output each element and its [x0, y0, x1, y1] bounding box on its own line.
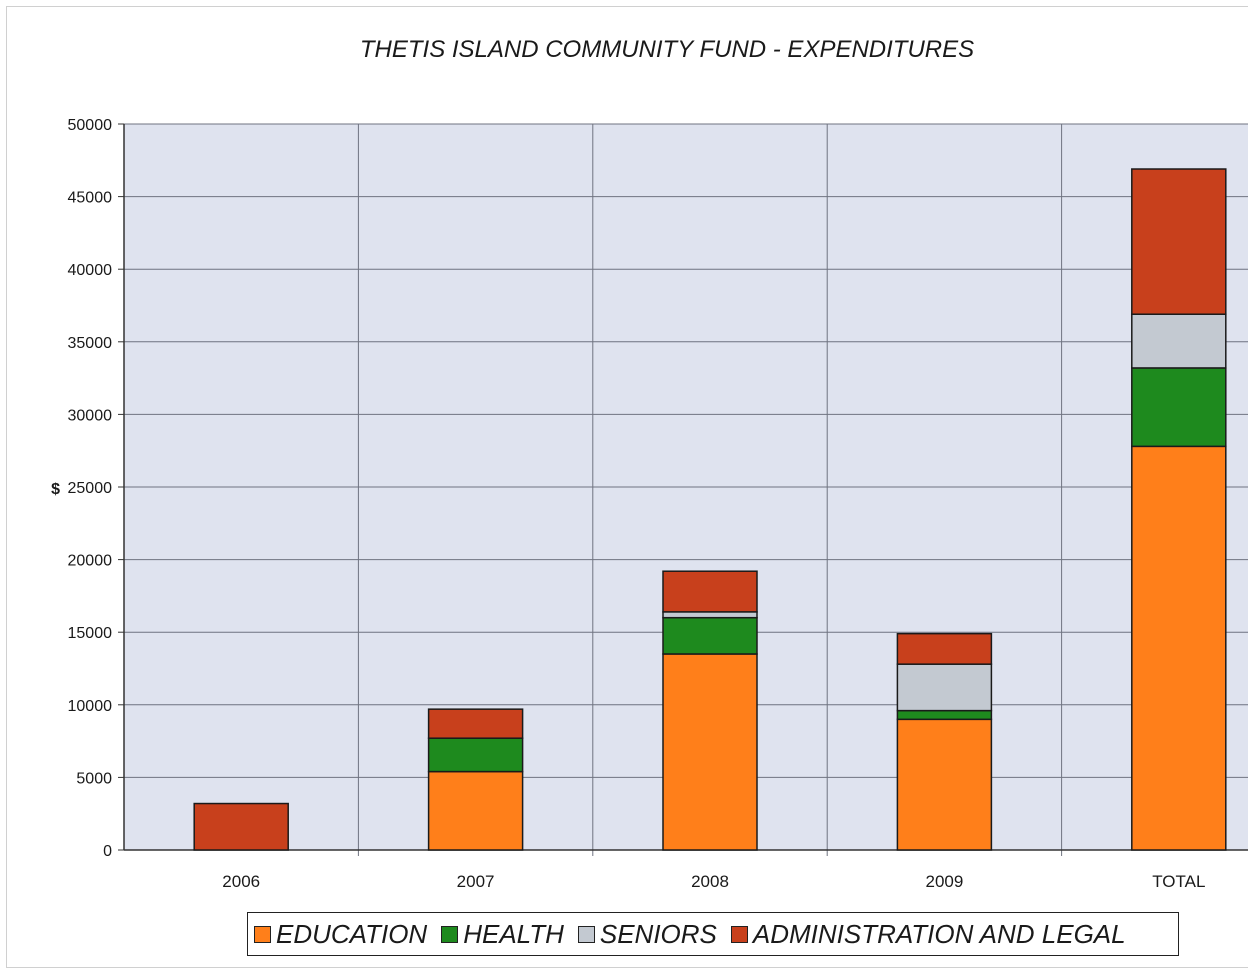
bar-2008-seniors [662, 611, 758, 619]
tick-label-y-50000: 50000 [68, 117, 113, 134]
bar-total-administration-and-legal [1131, 168, 1227, 315]
bar-2007-administration-and-legal [427, 708, 524, 739]
bar-2006-administration-and-legal [193, 802, 289, 851]
legend-label-seniors: SENIORS [599, 918, 717, 949]
bar-2007-health [427, 737, 524, 773]
bar-2008-education [662, 653, 758, 851]
tick-label-y-0: 0 [103, 843, 112, 860]
chart-title: THETIS ISLAND COMMUNITY FUND - EXPENDITU… [359, 36, 975, 63]
legend-item-seniors: SENIORS [577, 918, 717, 950]
legend-label-administration-and-legal: ADMINISTRATION AND LEGAL [752, 918, 1126, 949]
legend-label-education: EDUCATION [276, 918, 428, 949]
tick-label-y-35000: 35000 [68, 335, 113, 352]
bar-total-education [1131, 445, 1227, 851]
tick-label-y-40000: 40000 [68, 262, 113, 279]
legend-item-education: EDUCATION [254, 919, 427, 950]
tick-label-x-2009: 2009 [925, 872, 963, 891]
bar-2008-administration-and-legal [662, 570, 758, 613]
tick-label-y-30000: 30000 [68, 407, 113, 424]
legend-label-health: HEALTH [463, 918, 564, 949]
tick-label-y-45000: 45000 [68, 190, 113, 207]
legend-swatch-seniors [577, 925, 595, 943]
tick-label-y-5000: 5000 [76, 770, 112, 787]
tick-label-x-2007: 2007 [457, 872, 495, 891]
chart-legend: EDUCATION HEALTH SENIORS ADMINISTRATION … [247, 912, 1179, 956]
bar-2008-health [662, 616, 758, 655]
tick-label-x-total: TOTAL [1152, 872, 1205, 891]
bar-2009-seniors [896, 663, 993, 712]
tick-label-x-2008: 2008 [691, 872, 729, 891]
bar-2009-education [896, 718, 993, 851]
tick-label-x-2006: 2006 [222, 872, 260, 891]
bar-total-health [1131, 367, 1227, 448]
legend-swatch-administration-and-legal [730, 925, 748, 943]
bar-total-seniors [1131, 313, 1227, 369]
y-axis-label: $ [51, 481, 60, 498]
legend-swatch-health [441, 925, 459, 943]
tick-label-y-20000: 20000 [68, 553, 113, 570]
legend-item-administration-and-legal: ADMINISTRATION AND LEGAL [730, 918, 1126, 950]
tick-label-y-10000: 10000 [68, 698, 113, 715]
tick-label-y-25000: 25000 [68, 480, 113, 497]
tick-label-y-15000: 15000 [68, 625, 113, 642]
legend-item-health: HEALTH [441, 919, 564, 950]
bar-2009-health [896, 709, 993, 721]
bar-2007-education [427, 770, 524, 851]
bar-2009-administration-and-legal [896, 632, 993, 665]
legend-swatch-education [254, 925, 271, 943]
